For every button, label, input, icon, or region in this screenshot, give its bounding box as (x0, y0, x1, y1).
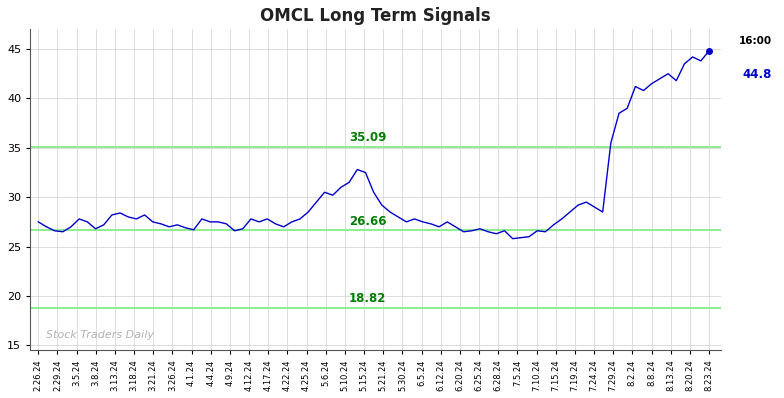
Text: 16:00: 16:00 (739, 36, 772, 46)
Text: Stock Traders Daily: Stock Traders Daily (46, 330, 154, 340)
Text: 26.66: 26.66 (349, 215, 387, 228)
Text: 18.82: 18.82 (349, 292, 387, 305)
Title: OMCL Long Term Signals: OMCL Long Term Signals (260, 7, 491, 25)
Text: 35.09: 35.09 (349, 131, 387, 144)
Text: 44.8: 44.8 (743, 68, 772, 81)
